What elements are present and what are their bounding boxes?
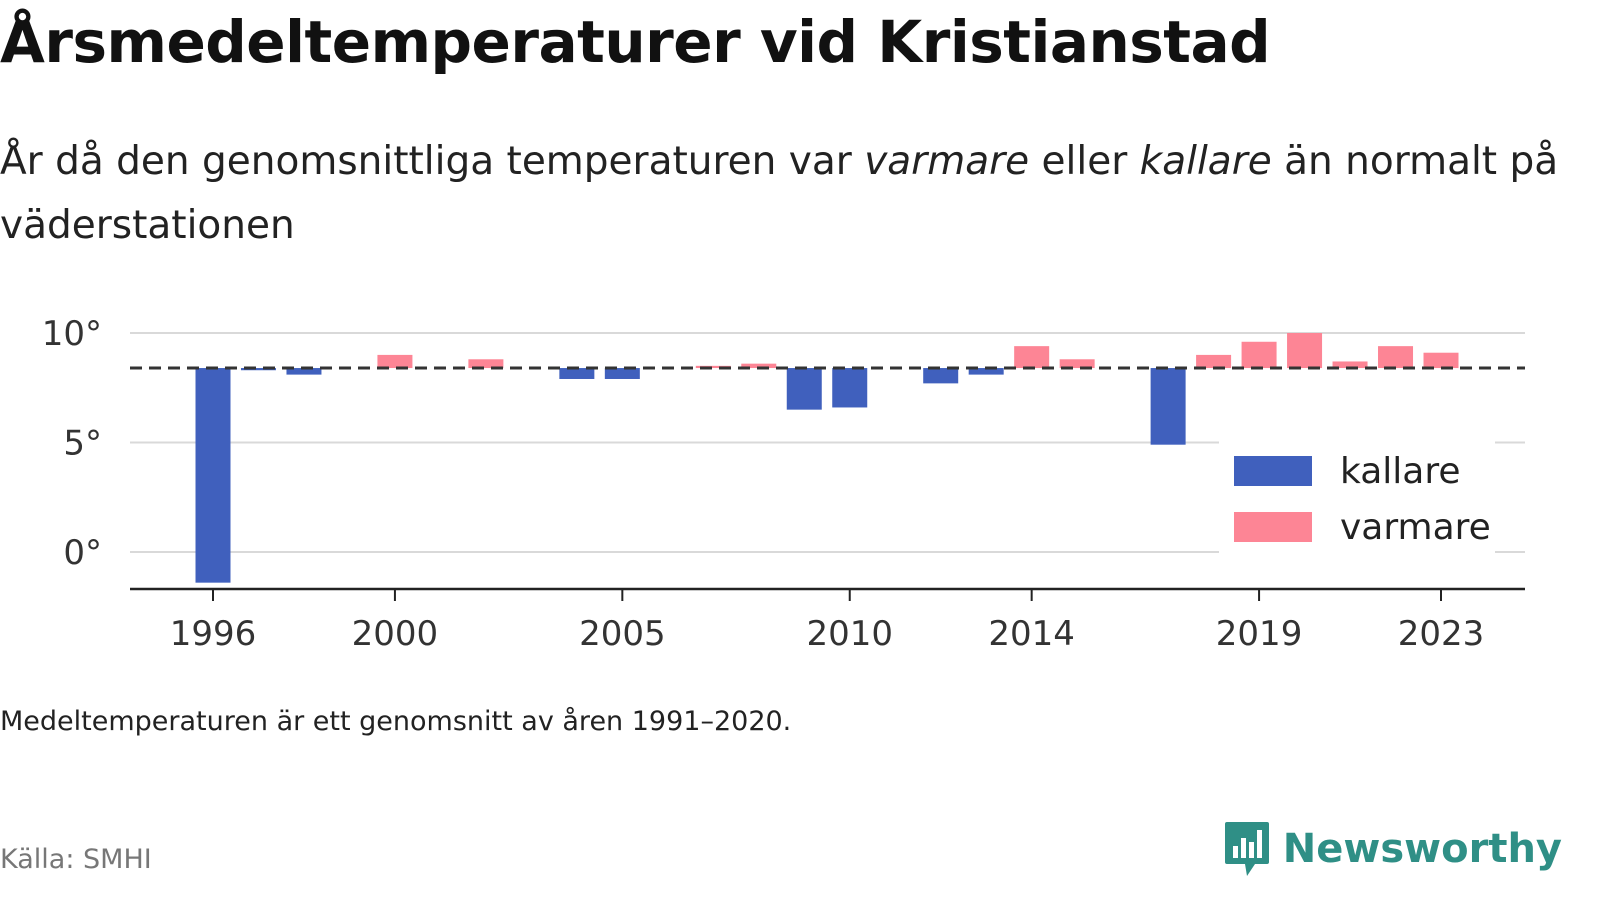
bar-cold [832, 368, 868, 408]
temperature-bar-chart: 0° 5° 10° 1996 2000 2005 2010 2014 2019 2023 kall… [42, 314, 1525, 654]
newsworthy-logo: Newsworthy [1223, 820, 1562, 878]
legend: kallare varmare [1219, 440, 1495, 555]
bar-warm [741, 363, 777, 369]
chart-subtitle: År då den genomsnittliga temperaturen va… [0, 130, 1560, 258]
x-tick-label: 2000 [352, 614, 439, 654]
bar-warm [695, 365, 731, 369]
source-text: Källa: SMHI [0, 844, 152, 875]
bar-cold [604, 368, 640, 379]
bar-warm [1378, 346, 1414, 369]
bar-cold [195, 368, 231, 583]
brand-name: Newsworthy [1282, 826, 1562, 872]
y-tick-label: 5° [63, 424, 102, 464]
subtitle-part3: än normalt på väderstationen [0, 139, 1559, 248]
bar-warm [377, 354, 413, 369]
subtitle-part2: eller [1029, 139, 1140, 184]
legend-label-varmare: varmare [1340, 507, 1491, 548]
x-tick-label: 2019 [1216, 614, 1303, 654]
y-tick-label: 0° [63, 533, 102, 573]
x-tick-label: 2005 [579, 614, 666, 654]
bars [195, 333, 1459, 583]
bar-warm [468, 359, 504, 369]
bar-cold [286, 368, 322, 375]
chart-title: Årsmedeltemperaturer vid Kristianstad [0, 8, 1271, 76]
bar-warm [1014, 346, 1050, 369]
bar-cold [240, 368, 276, 371]
legend-label-kallare: kallare [1340, 451, 1461, 492]
footnote: Medeltemperaturen är ett genomsnitt av å… [0, 706, 792, 737]
bar-warm [1423, 352, 1459, 369]
x-tick-label: 1996 [170, 614, 257, 654]
newsworthy-logo-icon [1224, 822, 1269, 876]
subtitle-cold-word: kallare [1139, 139, 1272, 184]
legend-swatch-kallare [1234, 456, 1312, 486]
bar-warm [1196, 354, 1232, 369]
x-tick-label: 2014 [988, 614, 1075, 654]
bar-warm [1332, 361, 1368, 369]
subtitle-warm-word: varmare [864, 139, 1030, 184]
y-tick-label: 10° [42, 314, 102, 354]
x-tick-label: 2023 [1398, 614, 1485, 654]
bar-warm [1241, 341, 1277, 369]
subtitle-part1: År då den genomsnittliga temperaturen va… [0, 139, 865, 184]
bar-cold [559, 368, 595, 379]
bar-cold [968, 368, 1004, 375]
bar-cold [786, 368, 822, 410]
bar-warm [1287, 333, 1323, 369]
bar-cold [1150, 368, 1186, 445]
legend-swatch-varmare [1234, 512, 1312, 542]
x-tick-label: 2010 [806, 614, 893, 654]
axis-ticks: 0° 5° 10° 1996 2000 2005 2010 2014 2019 2023 [42, 314, 1485, 654]
bar-warm [1059, 359, 1095, 369]
bar-cold [923, 368, 959, 384]
